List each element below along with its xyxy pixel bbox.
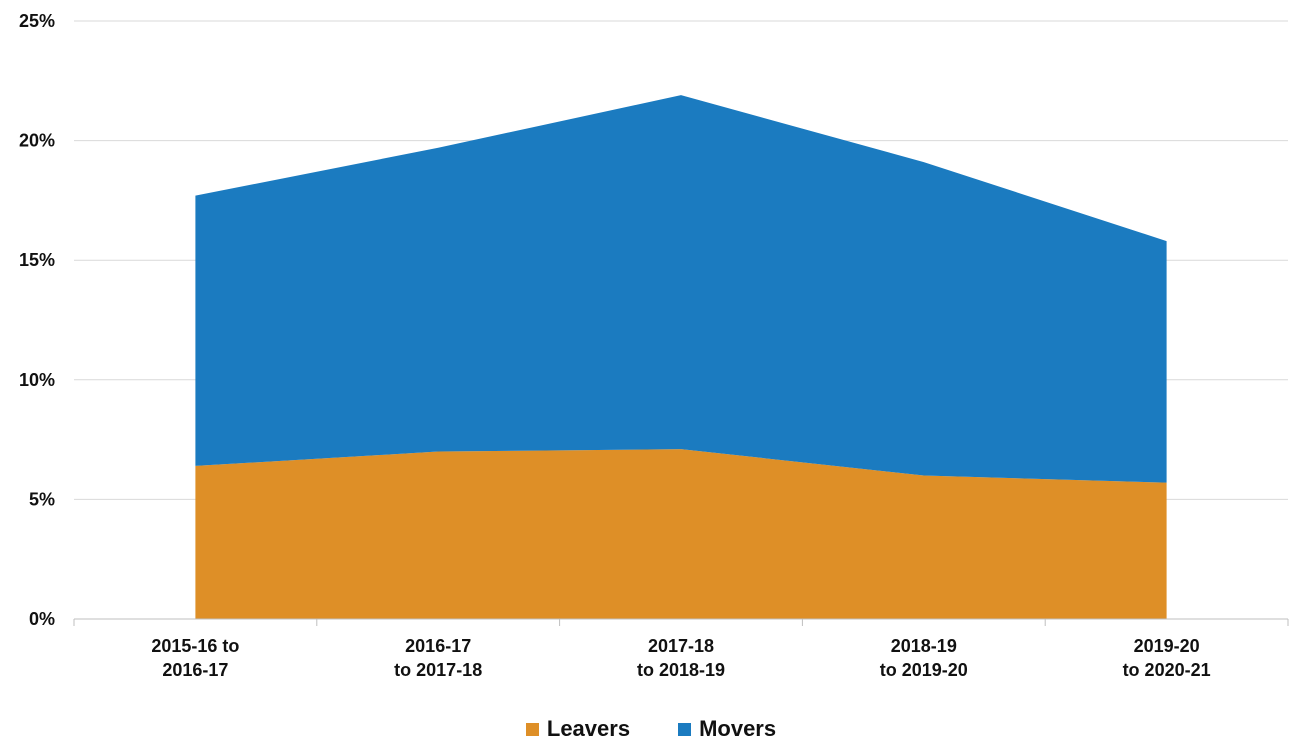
x-tick-label: 2016-17 to 2017-18 (394, 636, 482, 680)
legend-item-movers: Movers (678, 716, 776, 742)
x-tick-label: 2019-20 to 2020-21 (1123, 636, 1211, 680)
y-tick-label: 10% (19, 370, 55, 390)
legend-label-leavers: Leavers (546, 716, 631, 741)
area-leavers (195, 449, 1167, 619)
legend: Leavers Movers (0, 716, 1302, 742)
y-tick-label: 15% (19, 250, 55, 270)
y-tick-label: 0% (29, 609, 55, 629)
legend-swatch-movers (678, 722, 692, 736)
y-tick-label: 25% (19, 11, 55, 31)
x-tick-label: 2018-19 to 2019-20 (880, 636, 968, 680)
x-tick-label: 2017-18 to 2018-19 (637, 636, 725, 680)
area-movers (195, 95, 1167, 483)
legend-label-movers: Movers (699, 716, 777, 741)
y-tick-label: 5% (29, 489, 55, 509)
legend-swatch-leavers (525, 722, 539, 736)
x-tick-label: 2015-16 to 2016-17 (151, 636, 239, 680)
y-tick-label: 20% (19, 131, 55, 151)
legend-item-leavers: Leavers (525, 716, 631, 742)
